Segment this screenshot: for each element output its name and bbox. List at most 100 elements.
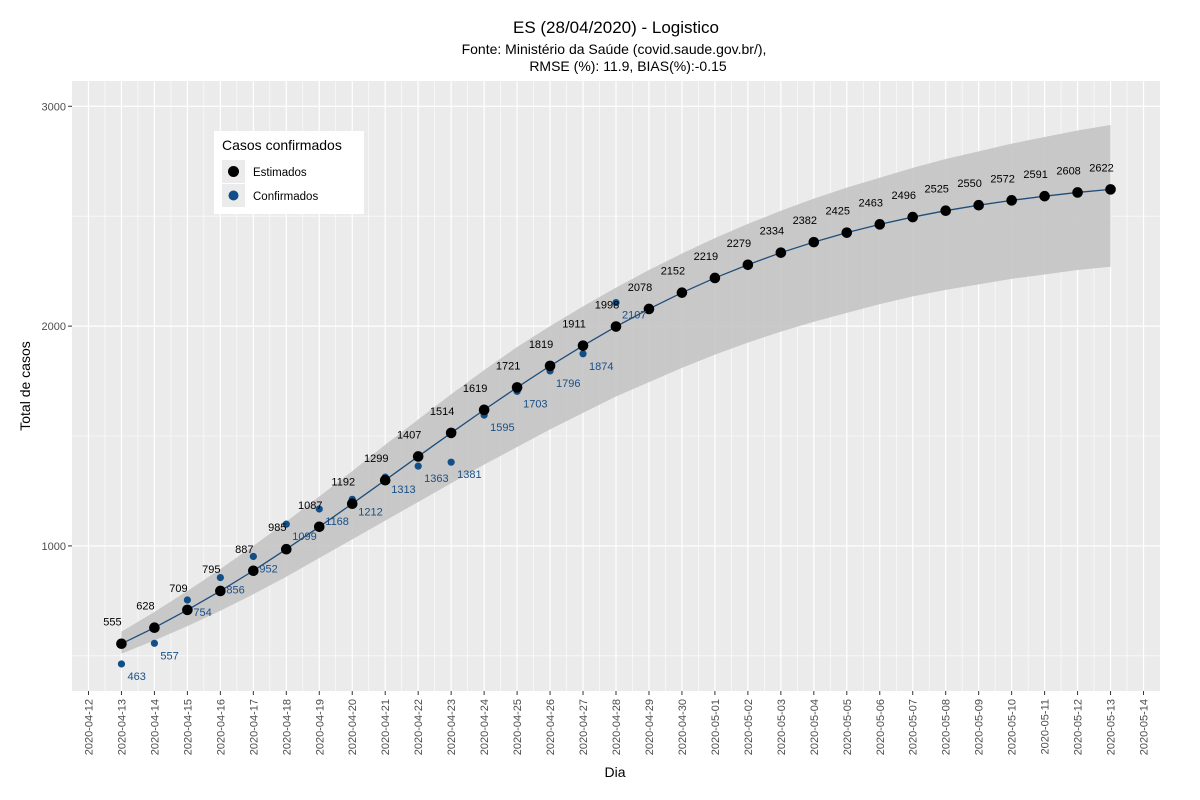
x-tick-label: 2020-04-28 bbox=[611, 699, 623, 755]
x-tick-label: 2020-04-25 bbox=[512, 699, 524, 755]
estimated-point bbox=[1072, 187, 1083, 198]
estimated-label: 628 bbox=[136, 601, 154, 613]
estimated-point bbox=[149, 622, 160, 633]
x-tick-label: 2020-05-13 bbox=[1106, 699, 1118, 755]
confirmed-label: 1595 bbox=[490, 422, 514, 434]
x-tick-label: 2020-04-15 bbox=[182, 699, 194, 755]
x-tick-label: 2020-05-14 bbox=[1139, 699, 1151, 755]
estimated-label: 1514 bbox=[430, 406, 454, 418]
estimated-point bbox=[511, 382, 523, 393]
chart-subtitle-line2: RMSE (%): 11.9, BIAS(%):-0.15 bbox=[529, 58, 727, 74]
confirmed-label: 1796 bbox=[556, 378, 580, 390]
x-tick-label: 2020-04-22 bbox=[413, 699, 425, 755]
estimated-point bbox=[346, 498, 358, 510]
estimated-point bbox=[1105, 184, 1116, 195]
estimated-point bbox=[248, 565, 259, 577]
confirmed-label: 856 bbox=[226, 585, 244, 597]
x-tick-label: 2020-04-20 bbox=[347, 699, 359, 755]
x-tick-label: 2020-04-26 bbox=[545, 699, 557, 755]
estimated-point bbox=[182, 604, 193, 616]
confirmed-label: 1168 bbox=[325, 516, 349, 528]
y-axis: 1000 2000 3000 bbox=[42, 101, 72, 553]
estimated-point bbox=[281, 543, 292, 555]
estimated-point bbox=[775, 247, 787, 258]
estimated-label: 1407 bbox=[397, 429, 421, 441]
x-tick-label: 2020-05-11 bbox=[1040, 699, 1052, 754]
x-tick-label: 2020-04-17 bbox=[248, 699, 260, 755]
estimated-label: 2496 bbox=[891, 190, 915, 202]
x-tick-label: 2020-05-04 bbox=[809, 699, 821, 755]
confidence-band-area bbox=[121, 124, 1111, 654]
estimated-label: 1299 bbox=[364, 453, 388, 465]
chart-title: ES (28/04/2020) - Logistico bbox=[513, 18, 719, 37]
estimated-label: 709 bbox=[169, 583, 187, 595]
estimated-label: 2279 bbox=[727, 238, 751, 250]
x-tick-label: 2020-04-19 bbox=[314, 699, 326, 755]
estimated-label: 1998 bbox=[595, 300, 619, 312]
estimated-point bbox=[676, 287, 688, 298]
estimated-label: 1619 bbox=[463, 383, 487, 395]
x-tick-label: 2020-04-30 bbox=[677, 699, 689, 755]
estimated-point bbox=[445, 427, 457, 439]
confirmed-label: 463 bbox=[127, 671, 145, 683]
estimated-label: 1819 bbox=[529, 339, 553, 351]
estimated-point bbox=[313, 521, 325, 533]
confirmed-label: 1874 bbox=[589, 361, 613, 373]
estimated-label: 2550 bbox=[957, 178, 981, 190]
estimated-label: 2572 bbox=[990, 173, 1014, 185]
confirmed-label: 952 bbox=[259, 563, 277, 575]
x-tick-label: 2020-04-29 bbox=[644, 699, 656, 755]
y-axis-title: Total de casos bbox=[17, 341, 33, 431]
chart-subtitle-line1: Fonte: Ministério da Saúde (covid.saude.… bbox=[462, 41, 767, 57]
estimated-label: 1911 bbox=[562, 319, 586, 331]
confirmed-point bbox=[612, 298, 620, 307]
confirmed-point bbox=[150, 639, 159, 647]
estimated-point bbox=[1006, 195, 1017, 206]
estimated-label: 2525 bbox=[924, 184, 948, 196]
estimated-label: 1087 bbox=[298, 500, 322, 512]
x-tick-label: 2020-05-03 bbox=[776, 699, 788, 755]
x-tick-label: 2020-04-27 bbox=[578, 699, 590, 755]
estimated-label: 2591 bbox=[1023, 169, 1047, 181]
confirmed-label: 1703 bbox=[523, 398, 547, 410]
x-tick-label: 2020-05-12 bbox=[1073, 699, 1085, 755]
estimated-point bbox=[610, 321, 622, 332]
x-tick-label: 2020-04-14 bbox=[149, 699, 161, 755]
estimated-point bbox=[940, 205, 951, 216]
estimated-point bbox=[215, 585, 226, 597]
confirmed-point bbox=[216, 573, 224, 582]
estimated-label: 2334 bbox=[760, 226, 784, 238]
confirmed-label: 1212 bbox=[358, 506, 382, 518]
estimated-point bbox=[577, 340, 589, 351]
confirmed-point bbox=[414, 462, 422, 470]
legend: Casos confirmados Estimados Confirmados bbox=[214, 131, 364, 214]
confirmed-point bbox=[249, 552, 257, 561]
x-tick-label: 2020-04-16 bbox=[215, 699, 227, 755]
confirmed-point bbox=[447, 458, 455, 466]
confirmed-point bbox=[579, 350, 587, 358]
estimated-point bbox=[478, 404, 490, 416]
estimated-points bbox=[116, 184, 1116, 650]
x-tick-label: 2020-05-05 bbox=[842, 699, 854, 755]
estimated-label: 555 bbox=[103, 617, 121, 629]
x-tick-label: 2020-04-24 bbox=[479, 699, 491, 755]
confirmed-label: 1099 bbox=[292, 531, 316, 543]
x-tick-label: 2020-05-02 bbox=[743, 699, 755, 755]
x-tick-label: 2020-05-06 bbox=[875, 699, 887, 755]
legend-key-estimados bbox=[228, 166, 239, 177]
legend-label-estimados: Estimados bbox=[253, 167, 307, 179]
estimated-point bbox=[874, 219, 886, 230]
confirmed-label: 1363 bbox=[424, 473, 448, 485]
estimated-point bbox=[544, 360, 556, 372]
y-tick-label: 1000 bbox=[42, 541, 66, 553]
confirmed-label: 557 bbox=[160, 650, 178, 662]
x-tick-label: 2020-05-01 bbox=[710, 699, 722, 755]
confirmed-point bbox=[117, 660, 126, 668]
legend-title: Casos confirmados bbox=[222, 137, 342, 153]
estimated-label: 2463 bbox=[859, 197, 883, 209]
estimated-point bbox=[379, 474, 391, 486]
confirmed-point bbox=[183, 596, 191, 604]
x-tick-label: 2020-04-13 bbox=[116, 699, 128, 755]
estimated-label: 2608 bbox=[1056, 165, 1080, 177]
